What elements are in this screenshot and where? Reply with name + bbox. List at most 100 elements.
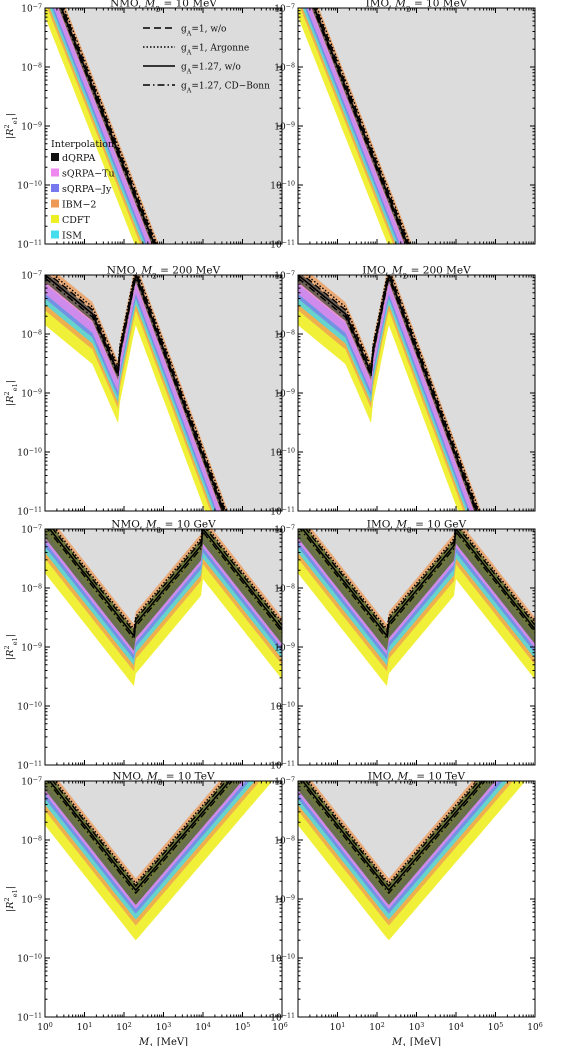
excluded-region [316,8,535,244]
y-axis-label-text: |R2e1| [3,886,19,912]
line-ga127-cdbonn [46,529,282,641]
panel-imo-0: 10−11 10−10 10−9 10−8 10−7 IMO, M2 = 10 MeV [270,0,536,251]
band-sqrpa-tu [298,282,475,511]
y-tick-label: 10−10 [270,953,295,965]
line-ga127-wo [48,781,231,892]
y-tick-label: 10−7 [274,270,295,282]
y-tick-label: 10−9 [274,121,295,133]
excluded-region [63,8,282,244]
y-tick-label: 10−9 [21,642,42,654]
legend-line-label: gA=1, Argonne [181,44,249,57]
y-axis-label-text: |R2e1| [3,113,19,139]
plot-area [45,275,282,511]
plot-area [298,529,535,765]
line-ga127-cdbonn [299,529,535,641]
line-ga1-wo [52,781,227,888]
y-tick-label: 10−10 [17,447,42,459]
panel-title: IMO, M2 = 200 MeV [362,265,471,281]
y-axis-label: |R2e1| [3,113,19,139]
x-tick-label: 105 [488,1022,503,1034]
panel-title: NMO, M2 = 10 MeV [110,0,217,13]
line-ga127-wo [313,8,409,244]
y-axis-label: |R2e1| [3,634,19,660]
legend-band-label: sQRPA−Tu [62,169,115,180]
line-ga1-argonne [52,275,227,511]
y-tick-label: 10−7 [274,524,295,536]
legend-line-label: gA=1.27, CD−Bonn [181,82,270,95]
y-tick-label: 10−11 [270,760,295,772]
panel-title: IMO, M2 = 10 GeV [367,519,467,535]
line-ga127-cdbonn [299,781,487,895]
plot-area [298,8,535,244]
legend-line-label: gA=1, w/o [181,25,226,38]
line-ga127-wo [60,8,156,244]
line-ga1-wo [305,529,535,634]
y-tick-label: 10−7 [21,524,42,536]
x-tick-label: 106 [272,1022,287,1034]
line-ga127-wo [48,529,282,638]
panel-title: NMO, M2 = 200 MeV [107,265,221,281]
y-tick-label: 10−7 [21,270,42,282]
x-tick-label: 103 [409,1022,424,1034]
x-tick-label: 102 [116,1022,131,1034]
y-tick-label: 10−9 [274,388,295,400]
panel-title: IMO, M2 = 10 TeV [368,771,466,787]
excluded-region [53,781,226,886]
x-tick-label: 103 [156,1022,171,1034]
y-axis-label: |R2e1| [3,380,19,406]
y-tick-label: 10−10 [17,701,42,713]
line-ga127-wo [298,275,478,511]
line-ga127-cdbonn [298,275,477,511]
line-ga127-wo [301,781,484,892]
legend-lines: gA=1, w/o gA=1, Argonne gA=1.27, w/o gA=1.2… [143,25,270,95]
y-tick-label: 10−9 [274,894,295,906]
y-tick-label: 10−8 [274,835,295,847]
y-tick-label: 10−9 [274,642,295,654]
plot-area [298,275,535,511]
line-ga1-argonne [54,529,282,631]
x-axis-label: M1 [MeV] [138,1037,188,1046]
y-tick-label: 10−11 [270,239,295,251]
excluded-region [303,275,535,511]
y-tick-label: 10−8 [21,835,42,847]
y-tick-label: 10−11 [270,506,295,518]
panel-nmo-2: 10−11 10−10 10−9 10−8 10−7 NMO, M2 = 10 GeV |R… [3,519,283,772]
y-axis-label-text: |R2e1| [3,634,19,660]
x-tick-label: 102 [369,1022,384,1034]
y-tick-label: 10−7 [21,3,42,15]
x-tick-label: 105 [235,1022,250,1034]
y-tick-label: 10−10 [17,180,42,192]
legend-swatch [51,215,59,223]
plot-area [298,781,535,1017]
y-tick-label: 10−9 [21,894,42,906]
legend-swatch [51,199,59,208]
legend-band-label: ISM [62,231,82,242]
panel-title: NMO, M2 = 10 TeV [112,771,215,787]
line-ga1-argonne [54,781,225,885]
x-tick-label: 101 [77,1022,92,1034]
line-ga1-wo [52,529,282,634]
y-tick-label: 10−8 [274,329,295,341]
line-ga127-cdbonn [46,781,234,895]
line-ga1-argonne [307,781,478,885]
y-tick-label: 10−10 [270,701,295,713]
panel-title: NMO, M2 = 10 GeV [111,519,216,535]
x-tick-label: 104 [448,1022,463,1034]
y-tick-label: 10−7 [274,3,295,15]
band-sqrpa-tu [53,8,152,244]
x-tick-label: 104 [195,1022,210,1034]
plot-area [45,8,282,244]
band-sqrpa-tu [306,8,405,244]
x-axis-label: M1 [MeV] [391,1037,441,1046]
panel-imo-2: 10−11 10−10 10−9 10−8 10−7 IMO, M2 = 10 GeV [270,519,536,772]
line-ga1-wo [305,781,480,888]
legend-band-label: CDFT [62,215,90,226]
panel-title: IMO, M2 = 10 MeV [366,0,468,13]
legend-title: Interpolation [51,139,114,150]
legend-line-label: gA=1.27, w/o [181,63,241,76]
y-tick-label: 10−8 [21,329,42,341]
y-tick-label: 10−11 [17,239,42,251]
line-ga127-wo [301,529,535,638]
y-tick-label: 10−11 [17,760,42,772]
